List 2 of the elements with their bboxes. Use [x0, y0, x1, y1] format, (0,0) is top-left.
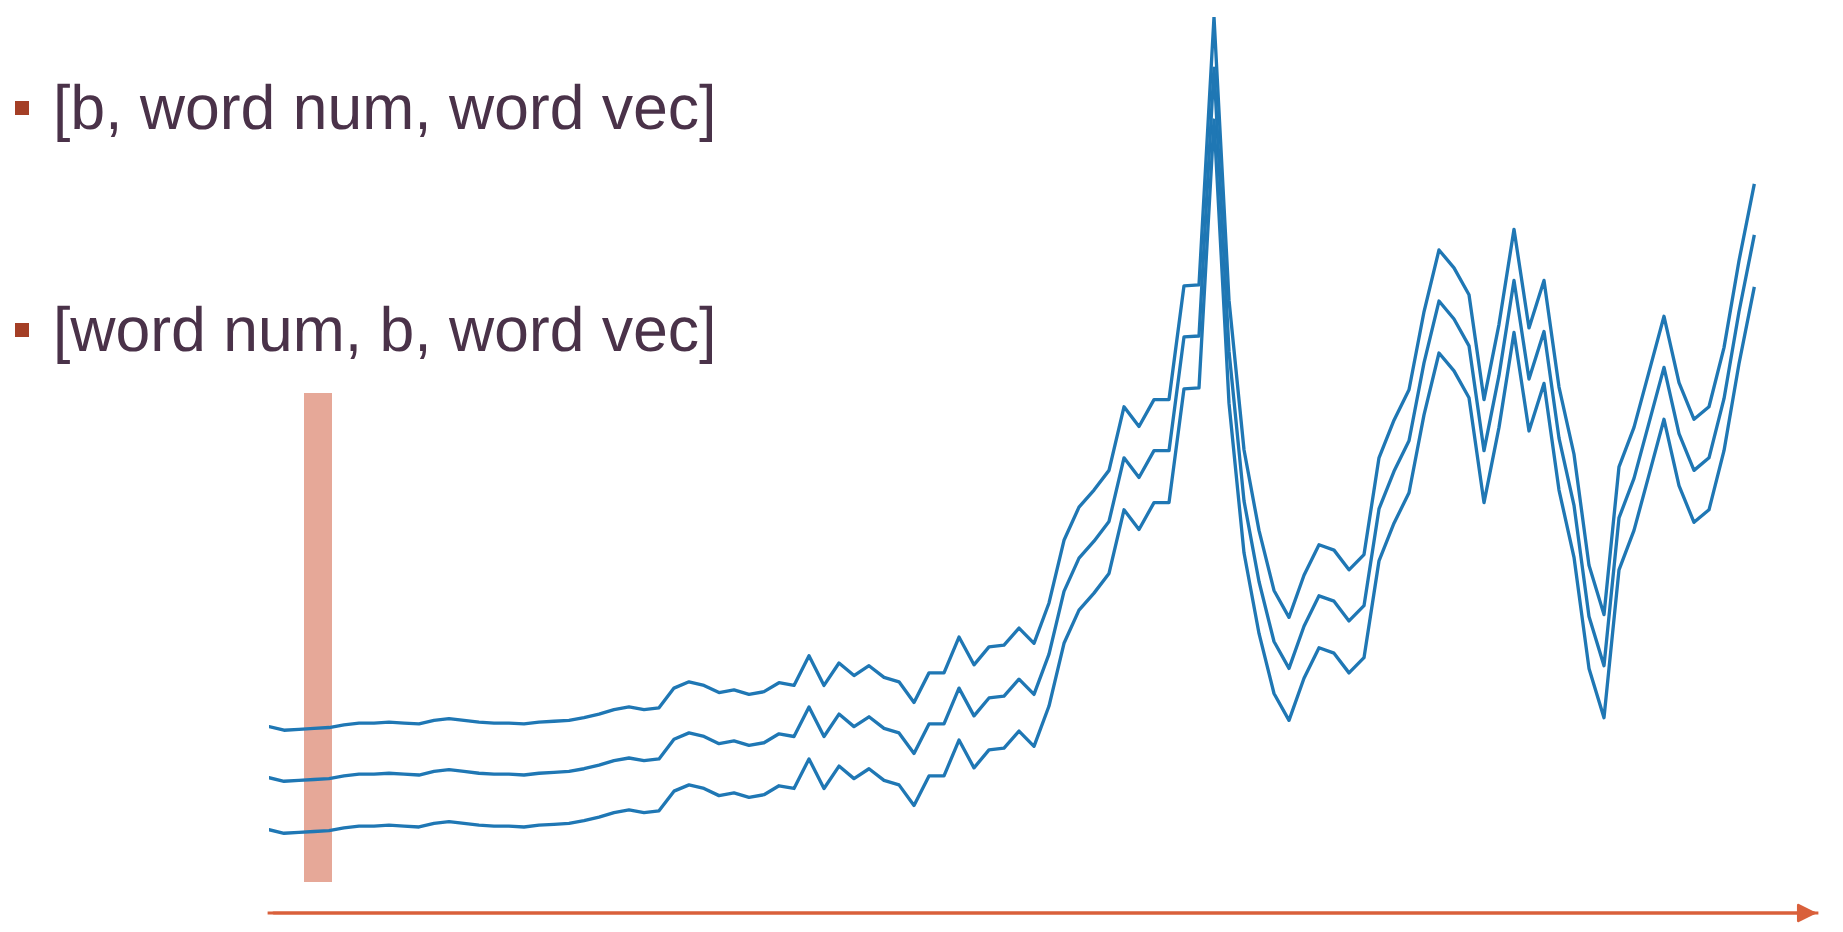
annotation: [b, word num, word vec]: [57, 83, 712, 142]
annotation: [word num, b, word vec]: [57, 305, 712, 364]
